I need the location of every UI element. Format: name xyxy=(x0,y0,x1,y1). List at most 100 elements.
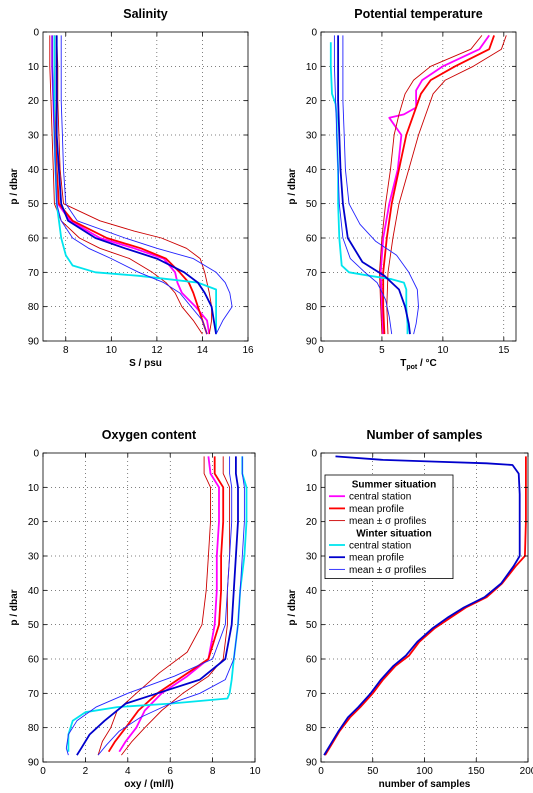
number-of-samples-y-tick-label: 20 xyxy=(306,517,318,528)
salinity-series-group xyxy=(49,35,233,335)
potential-temperature-y-axis-label: p / dbar xyxy=(287,168,298,204)
legend-label-mean-profiles: mean ± σ profiles xyxy=(349,516,426,527)
salinity-title: Salinity xyxy=(123,7,168,21)
potential-temperature-y-tick-label: 10 xyxy=(306,62,318,73)
salinity-series-line-6 xyxy=(55,35,217,335)
salinity-x-tick-label: 12 xyxy=(151,345,163,356)
salinity-y-tick-label: 70 xyxy=(28,268,40,279)
oxygen-content-x-tick-label: 8 xyxy=(210,766,216,777)
potential-temperature-series-line-5 xyxy=(329,42,409,335)
number-of-samples-y-tick-label: 70 xyxy=(306,689,318,700)
number-of-samples-x-tick-label: 150 xyxy=(468,766,485,777)
salinity-x-axis-label: S / psu xyxy=(129,358,162,369)
potential-temperature-y-tick-label: 0 xyxy=(311,28,317,39)
salinity-y-tick-label: 20 xyxy=(28,96,40,107)
oxygen-content-x-tick-label: 6 xyxy=(167,766,173,777)
number-of-samples-x-tick-label: 200 xyxy=(520,766,533,777)
salinity-y-tick-label: 90 xyxy=(28,337,40,348)
legend-label-mean-profile: mean profile xyxy=(349,553,404,564)
potential-temperature-y-tick-label: 70 xyxy=(306,268,318,279)
legend-label-central-station: central station xyxy=(349,492,411,503)
salinity-series-line-4 xyxy=(56,35,213,335)
oxygen-content-series-line-3 xyxy=(97,456,211,756)
potential-temperature-series-line-2 xyxy=(382,35,495,335)
oxygen-content-panel: 0 2 4 6 8 10 0 10 20 30 40 50 60 70 80 90 Oxygen content… xyxy=(9,428,261,790)
oxygen-content-x-tick-label: 10 xyxy=(249,766,261,777)
oxygen-content-y-tick-label: 60 xyxy=(28,655,40,666)
potential-temperature-series-group xyxy=(329,34,507,335)
oxygen-content-series-line-7 xyxy=(65,456,233,756)
potential-temperature-series-line-4 xyxy=(386,35,507,335)
salinity-series-line-7 xyxy=(51,35,208,335)
oxygen-content-series-group xyxy=(65,456,248,756)
oxygen-content-y-tick-label: 70 xyxy=(28,689,40,700)
legend-box xyxy=(324,474,454,579)
oxygen-content-series-line-5 xyxy=(67,456,248,752)
oxygen-content-series-line-4 xyxy=(121,456,231,756)
salinity-y-tick-label: 30 xyxy=(28,131,40,142)
oxygen-content-y-axis-label: p / dbar xyxy=(9,589,20,625)
number-of-samples-y-tick-label: 10 xyxy=(306,483,318,494)
salinity-x-tick-label: 10 xyxy=(106,345,118,356)
oxygen-content-y-tick-label: 90 xyxy=(28,758,40,769)
salinity-y-tick-label: 60 xyxy=(28,234,40,245)
oxygen-content-title: Oxygen content xyxy=(102,428,197,442)
salinity-y-tick-label: 40 xyxy=(28,165,40,176)
oxygen-content-y-tick-label: 30 xyxy=(28,552,40,563)
salinity-y-tick-label: 80 xyxy=(28,302,40,313)
salinity-y-tick-label: 0 xyxy=(33,28,39,39)
number-of-samples-panel: 0 50 100 150 200 0 10 20 30 40 50 60 70 80 90 Number of… xyxy=(287,428,533,790)
potential-temperature-series-line-6 xyxy=(337,35,411,335)
salinity-y-axis-label: p / dbar xyxy=(9,168,20,204)
oxygen-content-series-line-2 xyxy=(107,456,225,753)
legend-header-summer-situation: Summer situation xyxy=(352,480,436,491)
number-of-samples-y-axis-label: p / dbar xyxy=(287,589,298,625)
potential-temperature-y-tick-label: 50 xyxy=(306,199,318,210)
number-of-samples-y-tick-label: 30 xyxy=(306,552,318,563)
potential-temperature-series-line-8 xyxy=(342,35,419,335)
oxygen-content-x-tick-label: 4 xyxy=(125,766,131,777)
number-of-samples-series-line-1 xyxy=(324,456,527,756)
oxygen-content-series-line-6 xyxy=(76,456,239,756)
number-of-samples-series-group xyxy=(323,455,527,756)
potential-temperature-y-tick-label: 60 xyxy=(306,234,318,245)
oxygen-content-y-tick-label: 0 xyxy=(33,449,39,460)
legend-header-winter-situation: Winter situation xyxy=(356,528,431,539)
salinity-plot-area xyxy=(42,31,249,342)
salinity-series-line-8 xyxy=(60,35,233,335)
oxygen-content-y-tick-label: 40 xyxy=(28,586,40,597)
salinity-y-tick-label: 50 xyxy=(28,199,40,210)
oxygen-content-y-tick-label: 50 xyxy=(28,620,40,631)
number-of-samples-y-tick-label: 90 xyxy=(306,758,318,769)
oxygen-content-y-tick-label: 80 xyxy=(28,723,40,734)
potential-temperature-y-tick-label: 40 xyxy=(306,165,318,176)
number-of-samples-x-tick-label: 50 xyxy=(367,766,379,777)
legend-label-mean-profiles: mean ± σ profiles xyxy=(349,565,426,576)
potential-temperature-plot-area xyxy=(320,31,517,342)
potential-temperature-title: Potential temperature xyxy=(354,7,483,21)
oxygen-content-x-axis-label: oxy / (ml/l) xyxy=(124,779,173,790)
oxygen-content-y-tick-label: 20 xyxy=(28,517,40,528)
legend-label-mean-profile: mean profile xyxy=(349,504,404,515)
potential-temperature-y-tick-label: 30 xyxy=(306,131,318,142)
number-of-samples-y-tick-label: 80 xyxy=(306,723,318,734)
potential-temperature-x-tick-label: 10 xyxy=(437,345,449,356)
potential-temperature-y-tick-label: 90 xyxy=(306,337,318,348)
oxygen-content-x-tick-label: 0 xyxy=(40,766,46,777)
potential-temperature-y-tick-label: 20 xyxy=(306,96,318,107)
salinity-x-tick-label: 16 xyxy=(242,345,254,356)
potential-temperature-x-tick-label: 0 xyxy=(318,345,324,356)
salinity-series-line-3 xyxy=(49,35,203,335)
potential-temperature-y-tick-label: 80 xyxy=(306,302,318,313)
number-of-samples-y-tick-label: 0 xyxy=(311,449,317,460)
salinity-panel: 8 10 12 14 16 0 10 20 30 40 50 60 70 80 90 Salinity S / … xyxy=(9,7,254,369)
number-of-samples-x-tick-label: 100 xyxy=(416,766,433,777)
potential-temperature-x-tick-label: 5 xyxy=(379,345,385,356)
potential-temperature-panel: 0 5 10 15 0 10 20 30 40 50 60 70 80 90 Potential tempe… xyxy=(287,7,517,371)
number-of-samples-x-tick-label: 0 xyxy=(318,766,324,777)
potential-temperature-series-line-1 xyxy=(379,34,490,335)
oxygen-content-x-tick-label: 2 xyxy=(83,766,89,777)
oxygen-content-series-line-8 xyxy=(97,456,245,756)
